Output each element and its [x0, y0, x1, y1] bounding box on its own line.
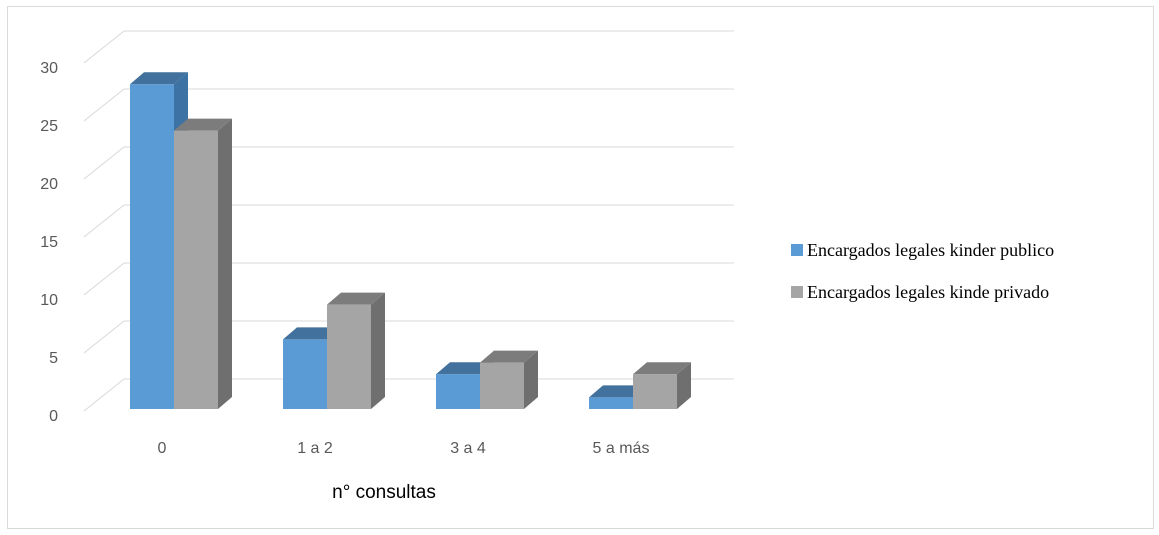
- bar: [327, 292, 385, 409]
- x-axis-title: n° consultas: [332, 482, 436, 503]
- legend-item: Encargados legales kinde privado: [791, 282, 1049, 302]
- y-axis-ticks: 0 5 10 15 20 25 30: [40, 60, 58, 425]
- y-tick-label: 10: [40, 292, 58, 309]
- legend-label: Encargados legales kinde privado: [807, 282, 1049, 302]
- gridline-depth: [83, 146, 125, 180]
- bar-side: [677, 362, 691, 409]
- y-tick-label: 30: [40, 60, 58, 77]
- legend: Encargados legales kinder publico Encarga…: [791, 240, 1054, 302]
- bar-front: [480, 362, 524, 409]
- bar-top: [589, 385, 647, 398]
- bars: [130, 72, 691, 409]
- bar: [174, 118, 232, 409]
- gridline-depth: [83, 320, 125, 354]
- bar-top: [283, 327, 341, 340]
- x-tick-label: 0: [158, 440, 167, 457]
- bar-side: [218, 118, 232, 409]
- bar: [480, 350, 538, 409]
- legend-swatch: [791, 286, 803, 298]
- y-tick-label: 25: [40, 118, 58, 135]
- bar-top: [633, 362, 691, 375]
- bar-side: [524, 350, 538, 409]
- bar-top: [436, 362, 494, 375]
- gridline-depth: [83, 378, 125, 412]
- x-axis-ticks: 0 1 a 2 3 a 4 5 a más: [158, 440, 650, 457]
- bar-front: [633, 374, 677, 409]
- legend-item: Encargados legales kinder publico: [791, 240, 1054, 260]
- bar-front: [589, 397, 633, 409]
- gridline-depth: [83, 204, 125, 238]
- bar-top: [480, 350, 538, 363]
- gridline-depth: [83, 88, 125, 122]
- y-tick-label: 5: [49, 350, 58, 367]
- y-tick-label: 15: [40, 234, 58, 251]
- gridline-depth: [83, 30, 125, 64]
- x-tick-label: 5 a más: [593, 440, 650, 457]
- x-tick-label: 3 a 4: [450, 440, 486, 457]
- bar-side: [371, 292, 385, 409]
- bar-front: [327, 304, 371, 409]
- gridline-depth: [83, 262, 125, 296]
- x-tick-label: 1 a 2: [297, 440, 333, 457]
- bar-front: [436, 374, 480, 409]
- bar-front: [283, 339, 327, 409]
- bar-top: [327, 292, 385, 305]
- bar: [633, 362, 691, 409]
- bar-front: [130, 84, 174, 409]
- bar-top: [130, 72, 188, 85]
- y-tick-label: 0: [49, 408, 58, 425]
- bar-front: [174, 130, 218, 409]
- legend-label: Encargados legales kinder publico: [807, 240, 1054, 260]
- legend-swatch: [791, 244, 803, 256]
- y-tick-label: 20: [40, 176, 58, 193]
- bar-top: [174, 118, 232, 131]
